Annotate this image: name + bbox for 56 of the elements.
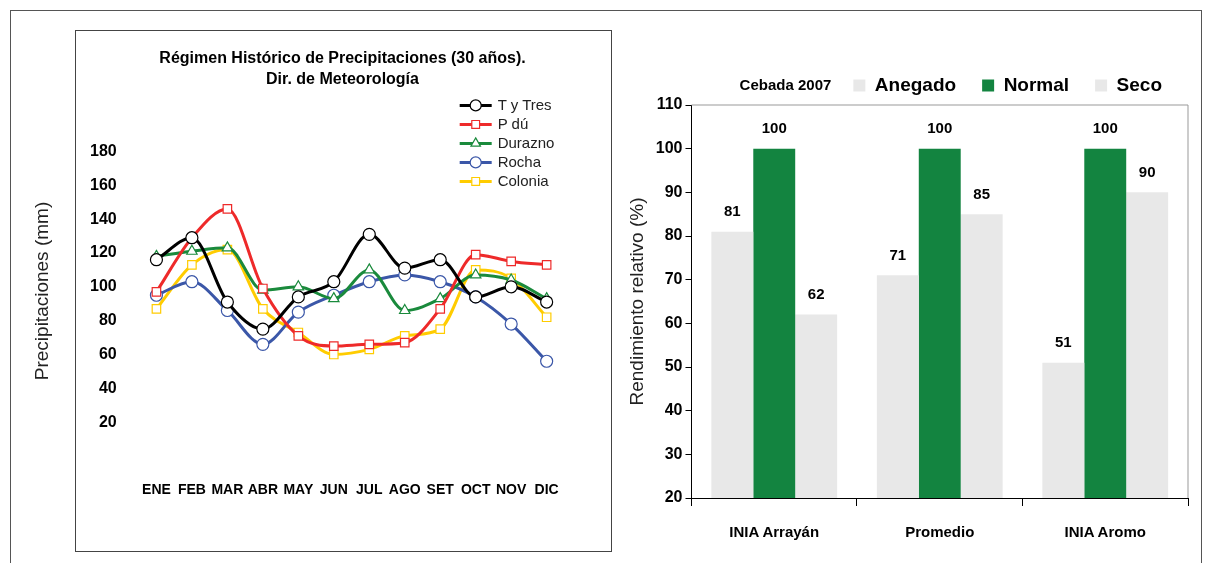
y-tick-label: 120 [89,243,117,261]
legend-label: Colonia [497,171,550,189]
legend-label: Seco [1116,73,1163,95]
legend-label: Normal [1003,73,1070,95]
y-tick-label: 60 [98,344,117,362]
legend-label: P dú [497,114,529,132]
y-tick-label: 80 [98,311,117,329]
x-tick-label: JUN [319,481,348,498]
x-tick-label: NOV [496,481,527,498]
y-tick-label: 40 [664,401,683,419]
y-tick-label: 50 [664,357,683,375]
y-tick-label: 140 [89,209,117,227]
chart-subtitle: Dir. de Meteorología [266,70,420,88]
legend-title: Cebada 2007 [739,75,832,93]
y-axis-title: Precipitaciones (mm) [31,200,53,383]
y-tick-label: 20 [98,412,117,430]
x-tick-label: INIA Aromo [1064,523,1146,541]
y-tick-label: 110 [656,95,683,113]
x-tick-label: INIA Arrayán [729,523,820,541]
x-tick-label: FEB [177,481,206,498]
y-tick-label: 80 [664,226,683,244]
y-tick-label: 100 [655,139,683,157]
data-label: 81 [723,202,741,220]
y-tick-label: 30 [664,444,683,462]
data-label: 71 [889,245,907,263]
data-label: 100 [761,119,787,137]
x-tick-label: ABR [247,481,279,498]
chart-title: Régimen Histórico de Precipitaciones (30 años). [159,49,526,67]
data-label: 62 [807,285,825,303]
legend-label: T y Tres [497,95,552,113]
y-tick-label: 40 [98,378,117,396]
y-tick-label: 70 [664,270,683,288]
y-tick-label: 60 [664,313,683,331]
y-tick-label: 90 [664,182,683,200]
legend-label: Rocha [497,152,542,170]
data-label: 90 [1138,162,1156,180]
data-label: 85 [973,184,991,202]
x-tick-label: DIC [534,481,559,498]
x-tick-label: SET [426,481,455,498]
x-tick-label: ENE [142,481,171,498]
x-tick-label: AGO [388,481,421,498]
y-axis-title: Rendimiento relativo (%) [625,197,647,406]
x-tick-label: OCT [460,481,491,498]
data-label: 100 [1092,119,1118,137]
x-tick-label: MAY [283,481,314,498]
data-label: 51 [1054,333,1072,351]
y-tick-label: 20 [664,488,683,506]
x-tick-label: JUL [356,481,383,498]
y-tick-label: 180 [89,141,117,159]
data-label: 100 [927,119,953,137]
y-tick-label: 100 [89,277,117,295]
legend-label: Anegado [874,73,957,95]
x-tick-label: Promedio [905,523,975,541]
x-tick-label: MAR [211,481,244,498]
legend-label: Durazno [497,133,555,151]
y-tick-label: 160 [89,175,117,193]
